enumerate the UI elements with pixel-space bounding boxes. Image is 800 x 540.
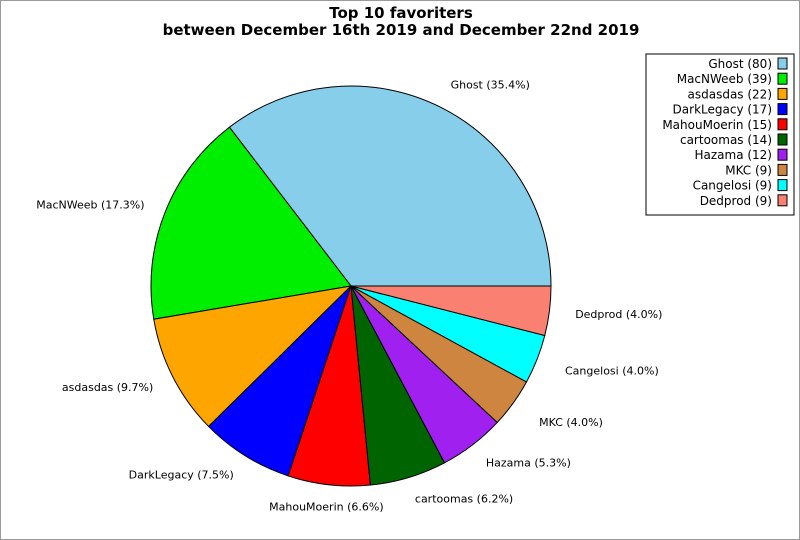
chart-title: Top 10 favoriters bbox=[329, 4, 473, 22]
legend-label-darklegacy: DarkLegacy (17) bbox=[673, 103, 772, 117]
slice-label-cartoomas: cartoomas (6.2%) bbox=[415, 493, 513, 506]
pie-slices bbox=[151, 86, 551, 486]
legend-swatch-cartoomas bbox=[778, 134, 787, 145]
legend-swatch-darklegacy bbox=[778, 104, 787, 115]
legend-label-ghost: Ghost (80) bbox=[708, 57, 772, 71]
legend-swatch-dedprod bbox=[778, 195, 787, 206]
legend-label-cangelosi: Cangelosi (9) bbox=[693, 179, 772, 193]
slice-label-ghost: Ghost (35.4%) bbox=[451, 78, 530, 91]
legend: Ghost (80)MacNWeeb (39)asdasdas (22) Dark… bbox=[646, 54, 794, 215]
legend-label-mkc: MKC (9) bbox=[725, 163, 772, 177]
legend-label-cartoomas: cartoomas (14) bbox=[680, 133, 772, 147]
legend-swatch-ghost bbox=[778, 58, 787, 69]
slice-label-mkc: MKC (4.0%) bbox=[539, 416, 603, 429]
legend-swatch-macnweeb bbox=[778, 73, 787, 84]
slice-label-darklegacy: DarkLegacy (7.5%) bbox=[129, 469, 234, 482]
legend-label-macnweeb: MacNWeeb (39) bbox=[677, 72, 772, 86]
slice-label-cangelosi: Cangelosi (4.0%) bbox=[565, 364, 659, 377]
legend-swatch-asdasdas bbox=[778, 88, 787, 99]
chart-subtitle: between December 16th 2019 and December … bbox=[163, 21, 640, 39]
legend-label-hazama: Hazama (12) bbox=[694, 148, 772, 162]
slice-label-asdasdas: asdasdas (9.7%) bbox=[62, 381, 153, 394]
slice-label-mahoumoerin: MahouMoerin (6.6%) bbox=[269, 501, 383, 514]
legend-label-mahoumoerin: MahouMoerin (15) bbox=[662, 118, 772, 132]
legend-swatch-cangelosi bbox=[778, 180, 787, 191]
legend-label-dedprod: Dedprod (9) bbox=[700, 194, 772, 208]
slice-label-dedprod: Dedprod (4.0%) bbox=[575, 308, 662, 321]
legend-swatch-mahoumoerin bbox=[778, 119, 787, 130]
slice-label-hazama: Hazama (5.3%) bbox=[486, 456, 571, 469]
legend-label-asdasdas: asdasdas (22) bbox=[688, 87, 773, 101]
slice-label-macnweeb: MacNWeeb (17.3%) bbox=[36, 199, 144, 212]
legend-swatch-hazama bbox=[778, 149, 787, 160]
legend-swatch-mkc bbox=[778, 164, 787, 175]
